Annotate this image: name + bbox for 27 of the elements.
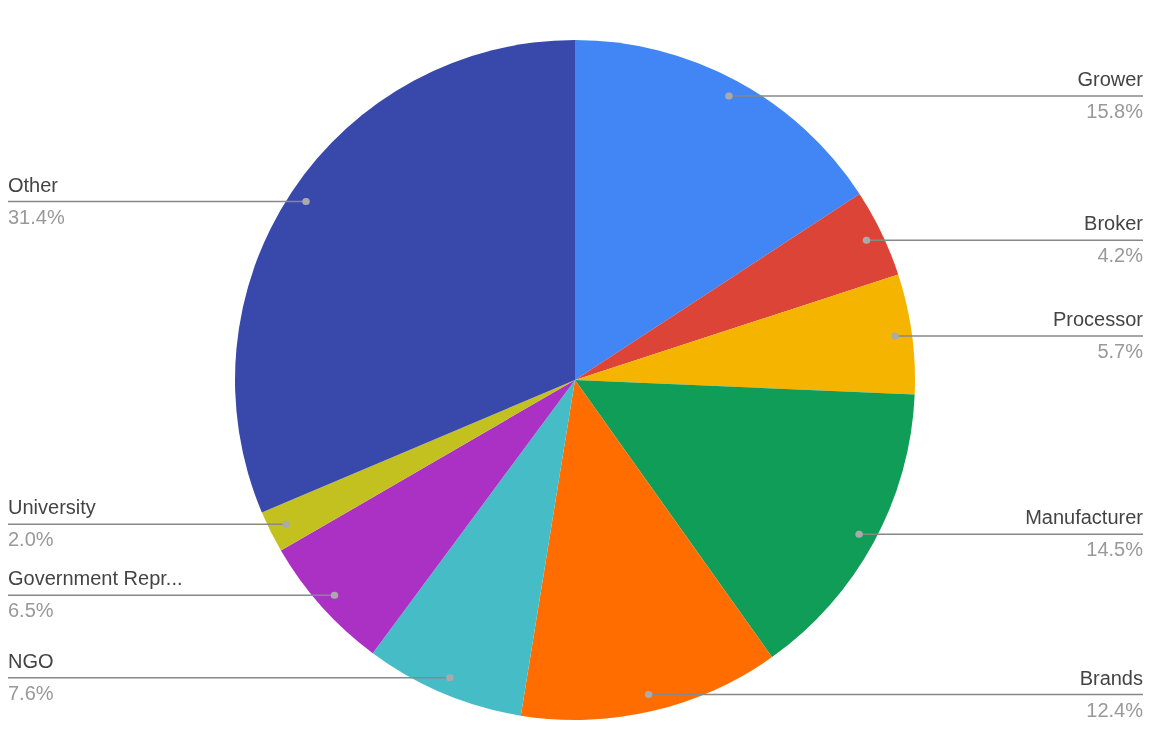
pie-slice [575, 40, 860, 380]
slice-label: University [8, 496, 96, 519]
slice-label: Manufacturer [1025, 506, 1144, 529]
pie-slice [372, 380, 575, 716]
data-label: 7.6% [8, 681, 54, 704]
slice-label: Grower [1077, 67, 1144, 90]
pie-slice [575, 193, 899, 380]
pie-slice [280, 380, 575, 654]
pie-slice [261, 380, 575, 551]
slice-label: Brands [1079, 666, 1143, 689]
data-label: 14.5% [1086, 538, 1144, 561]
slice-label: NGO [8, 649, 54, 672]
data-label: 6.5% [8, 599, 54, 622]
data-label: 4.2% [1097, 244, 1144, 267]
slice-label: Other [8, 173, 59, 196]
slice-label: Processor [1052, 308, 1144, 331]
data-label: 2.0% [8, 528, 54, 551]
data-label: 31.4% [8, 205, 65, 228]
pie-slice [575, 380, 915, 658]
slice-label: Government Repr... [8, 567, 183, 590]
data-label: 5.7% [1097, 340, 1144, 363]
data-label: 15.8% [1086, 99, 1144, 122]
pie-slice [520, 380, 773, 720]
pie-slice [235, 40, 575, 513]
pie-slice [575, 274, 915, 395]
slice-label: Broker [1084, 212, 1144, 235]
data-label: 12.4% [1086, 698, 1144, 721]
